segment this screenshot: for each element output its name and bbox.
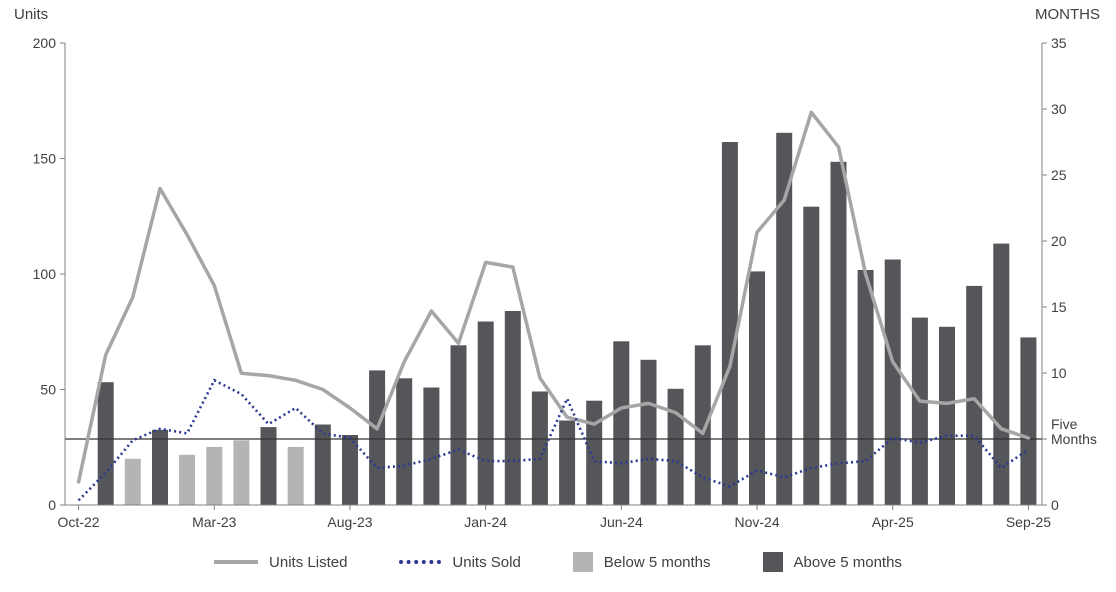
legend-label-units-listed: Units Listed: [269, 553, 348, 571]
x-axis-tick-label: Apr-25: [872, 514, 914, 530]
bar-below-5-months: [179, 454, 196, 505]
legend-item-below-5-months: Below 5 months: [572, 552, 711, 572]
legend-item-units-sold: Units Sold: [399, 553, 521, 571]
bar-above-5-months: [884, 259, 901, 505]
left-axis-tick-label: 150: [33, 151, 57, 167]
right-axis-tick-label: 15: [1051, 299, 1067, 315]
bar-above-5-months: [260, 427, 277, 505]
x-axis-tick-label: Oct-22: [58, 514, 100, 530]
bar-above-5-months: [477, 321, 494, 505]
bar-above-5-months: [640, 359, 657, 505]
units-listed-line: [76, 110, 1031, 484]
bar-above-5-months: [342, 435, 358, 505]
bar-above-5-months: [1020, 337, 1037, 505]
x-axis-tick-label: Sep-25: [1006, 514, 1051, 530]
right-axis-tick-label: 30: [1051, 101, 1067, 117]
units-sold-line-swatch: [399, 560, 442, 564]
left-axis-tick-label: 100: [33, 266, 57, 282]
bar-above-5-months: [97, 382, 114, 505]
right-axis-tick-label: 0: [1051, 497, 1059, 513]
bar-above-5-months: [559, 420, 576, 505]
bar-above-5-months: [531, 391, 548, 505]
bar-below-5-months: [233, 440, 250, 505]
bar-above-5-months: [911, 317, 928, 505]
bar-above-5-months: [993, 243, 1010, 505]
bar-below-5-months: [206, 446, 223, 505]
right-axis-tick-label: 25: [1051, 167, 1067, 183]
left-axis-tick-label: 50: [40, 382, 56, 398]
bar-above-5-months: [450, 345, 467, 505]
bar-above-5-months: [369, 370, 386, 505]
bar-above-5-months: [613, 341, 630, 505]
bar-above-5-months: [667, 388, 684, 505]
bar-above-5-months: [830, 161, 847, 506]
bar-above-5-months: [776, 132, 793, 506]
bar-above-5-months: [504, 311, 521, 505]
bar-above-5-months: [966, 285, 983, 505]
left-axis-title: Units: [14, 6, 49, 23]
left-axis-tick-label: 0: [48, 497, 56, 513]
bar-below-5-months: [287, 446, 304, 505]
left-axis-tick-label: 200: [33, 35, 57, 51]
legend-label-above-5-months: Above 5 months: [793, 553, 902, 571]
x-axis-tick-label: Nov-24: [734, 514, 779, 530]
below-5-months-swatch: [572, 552, 593, 572]
five-months-label-line1: Five: [1051, 416, 1078, 432]
bar-above-5-months: [586, 400, 603, 505]
x-axis-tick-label: Jan-24: [464, 514, 507, 530]
right-axis-tick-label: 20: [1051, 233, 1067, 249]
right-axis-title: MONTHS: [1035, 6, 1100, 23]
right-axis-tick-label: 10: [1051, 365, 1067, 381]
chart-legend: Units Listed Units Sold Below 5 months A…: [0, 552, 1116, 572]
bar-above-5-months: [314, 424, 331, 505]
legend-label-units-sold: Units Sold: [452, 553, 521, 571]
bar-above-5-months: [749, 271, 765, 505]
right-axis-tick-label: 35: [1051, 35, 1067, 51]
bar-above-5-months: [721, 142, 738, 505]
x-axis-tick-label: Jun-24: [600, 514, 643, 530]
bar-below-5-months: [124, 458, 141, 505]
legend-label-below-5-months: Below 5 months: [603, 553, 711, 571]
units-listed-line-swatch: [214, 560, 259, 564]
bar-above-5-months: [803, 206, 820, 505]
bar-above-5-months: [939, 326, 955, 505]
bar-above-5-months: [694, 345, 711, 505]
legend-item-above-5-months: Above 5 months: [762, 552, 902, 572]
five-months-label-line2: Months: [1051, 431, 1097, 447]
bar-above-5-months: [396, 378, 413, 505]
above-5-months-swatch: [762, 552, 783, 572]
x-axis-tick-label: Aug-23: [327, 514, 372, 530]
bar-above-5-months: [152, 429, 168, 505]
x-axis-tick-label: Mar-23: [192, 514, 237, 530]
bar-above-5-months: [857, 270, 874, 505]
legend-item-units-listed: Units Listed: [214, 554, 347, 571]
bar-above-5-months: [423, 387, 440, 505]
